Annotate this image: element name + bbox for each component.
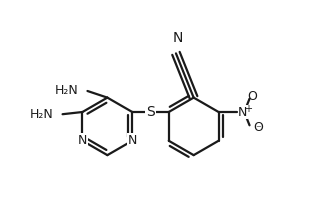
Text: ⁻: ⁻ <box>255 125 261 135</box>
Text: O: O <box>253 121 263 134</box>
Text: N: N <box>127 134 137 147</box>
Text: S: S <box>146 105 155 119</box>
Text: H₂N: H₂N <box>30 108 54 121</box>
Text: N: N <box>78 134 87 147</box>
Text: +: + <box>244 104 252 114</box>
Text: N: N <box>238 106 248 118</box>
Text: N: N <box>173 30 183 45</box>
Text: O: O <box>247 90 257 103</box>
Text: H₂N: H₂N <box>55 84 79 97</box>
